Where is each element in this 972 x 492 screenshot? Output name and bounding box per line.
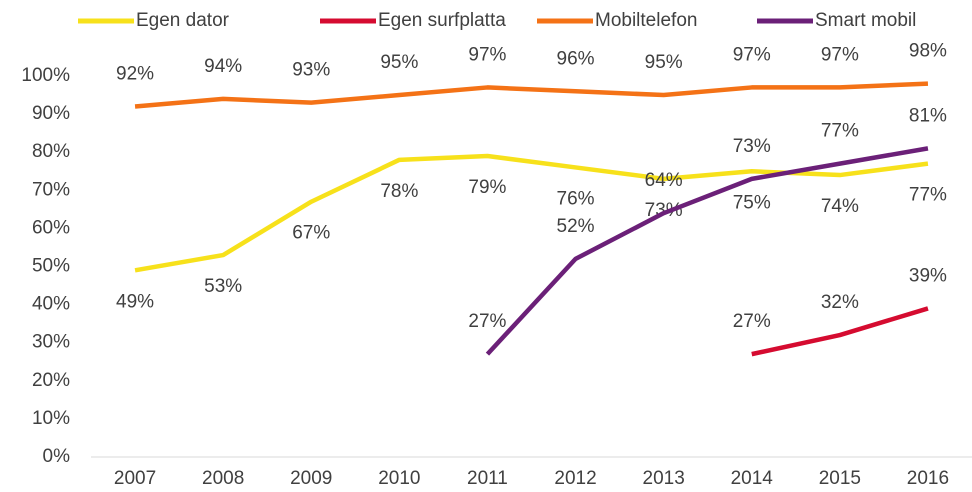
data-label: 77% xyxy=(821,121,859,142)
legend-label: Mobiltelefon xyxy=(595,10,697,31)
data-label: 53% xyxy=(204,276,242,297)
y-tick-label: 60% xyxy=(32,217,70,238)
data-label: 74% xyxy=(821,196,859,217)
data-label: 95% xyxy=(645,52,683,73)
y-tick-label: 0% xyxy=(43,446,71,467)
y-tick-label: 50% xyxy=(32,256,70,277)
data-label: 39% xyxy=(909,265,947,286)
x-tick-label: 2009 xyxy=(290,468,332,489)
y-tick-label: 70% xyxy=(32,179,70,200)
data-label: 27% xyxy=(733,311,771,332)
data-label: 97% xyxy=(468,44,506,65)
data-label: 64% xyxy=(645,170,683,191)
y-tick-label: 40% xyxy=(32,294,70,315)
data-label: 93% xyxy=(292,60,330,81)
series-line xyxy=(751,306,929,357)
series-line xyxy=(134,153,929,273)
x-tick-label: 2007 xyxy=(114,468,156,489)
x-tick-label: 2008 xyxy=(202,468,244,489)
legend-label: Egen surfplatta xyxy=(378,10,506,31)
y-tick-label: 20% xyxy=(32,370,70,391)
data-label: 98% xyxy=(909,41,947,62)
data-label: 77% xyxy=(909,185,947,206)
x-tick-label: 2014 xyxy=(731,468,774,489)
legend-label: Egen dator xyxy=(136,10,230,31)
y-tick-label: 10% xyxy=(32,408,70,429)
x-tick-label: 2012 xyxy=(554,468,596,489)
data-label: 81% xyxy=(909,105,947,126)
data-label: 79% xyxy=(468,177,506,198)
data-label: 97% xyxy=(733,44,771,65)
data-label: 76% xyxy=(557,188,595,209)
data-label: 52% xyxy=(557,216,595,237)
data-label: 32% xyxy=(821,292,859,313)
data-label: 95% xyxy=(380,52,418,73)
y-tick-label: 90% xyxy=(32,103,70,124)
data-label: 97% xyxy=(821,44,859,65)
x-tick-label: 2011 xyxy=(467,468,508,489)
series-line xyxy=(134,81,929,109)
y-tick-label: 30% xyxy=(32,332,70,353)
y-tick-label: 100% xyxy=(21,65,70,86)
data-label: 73% xyxy=(733,136,771,157)
data-label: 92% xyxy=(116,63,154,84)
x-tick-label: 2010 xyxy=(378,468,420,489)
data-label: 96% xyxy=(557,48,595,69)
y-tick-label: 80% xyxy=(32,141,70,162)
data-label: 67% xyxy=(292,223,330,244)
data-label: 49% xyxy=(116,291,154,312)
data-label: 94% xyxy=(204,56,242,77)
x-tick-label: 2016 xyxy=(907,468,949,489)
x-tick-label: 2015 xyxy=(819,468,861,489)
data-label: 75% xyxy=(733,192,771,213)
legend-label: Smart mobil xyxy=(815,10,916,31)
data-label: 78% xyxy=(380,181,418,202)
data-label: 27% xyxy=(468,311,506,332)
series-line xyxy=(485,146,929,356)
x-tick-label: 2013 xyxy=(643,468,685,489)
